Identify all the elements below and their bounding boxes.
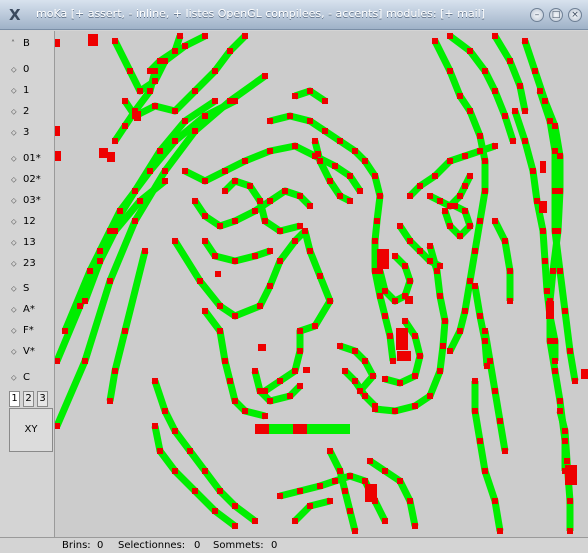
sidebar-item-01[interactable]: ⬦ 01* <box>11 151 41 167</box>
arrow-icon: ⬦ <box>11 175 17 184</box>
status-bar: Brins: 0 Selectionnes: 0 Sommets: 0 <box>0 537 588 553</box>
sidebar-item-1[interactable]: ⬦ 1 <box>11 83 29 99</box>
sidebar-item-label: B <box>23 38 30 49</box>
tab-3[interactable]: 3 <box>37 391 48 407</box>
arrow-icon: ⬦ <box>11 86 17 95</box>
drawing-canvas[interactable] <box>54 31 588 537</box>
sidebar-item-label: 03* <box>23 195 41 206</box>
sidebar-item-label: 2 <box>23 106 30 117</box>
sidebar-item-label: A* <box>23 304 35 315</box>
selection-label: Selectionnes: <box>118 540 186 551</box>
mesh-drawing <box>55 32 588 534</box>
sidebar-item-12[interactable]: ⬦ 12 <box>11 214 36 230</box>
brins-value: 0 <box>97 540 104 551</box>
sidebar: ˄ B ⬦ 0 ⬦ 1 ⬦ 2 ⬦ 3 ⬦ 01* ⬦ 02* ⬦ 03* ⬦ 12 ⬦ 13 ⬦ 2… <box>0 31 53 537</box>
sidebar-item-2[interactable]: ⬦ 2 <box>11 104 29 120</box>
arrow-icon: ⬦ <box>11 284 17 293</box>
title-bar[interactable]: X moKa [+ assert, - inline, + listes Ope… <box>0 0 588 30</box>
sommets-label: Sommets: <box>213 540 264 551</box>
sidebar-item-f[interactable]: ⬦ F* <box>11 323 34 339</box>
sidebar-item-label: 0 <box>23 64 30 75</box>
selection-value: 0 <box>194 540 201 551</box>
maximize-button[interactable]: □ <box>549 8 563 22</box>
tab-1[interactable]: 1 <box>9 391 20 407</box>
arrow-icon: ⬦ <box>11 217 17 226</box>
sidebar-item-03[interactable]: ⬦ 03* <box>11 193 41 209</box>
arrow-icon: ⬦ <box>11 238 17 247</box>
sidebar-item-b[interactable]: ˄ B <box>11 36 30 52</box>
sidebar-item-label: F* <box>23 325 34 336</box>
arrow-icon: ⬦ <box>11 259 17 268</box>
sidebar-item-s[interactable]: ⬦ S <box>11 281 29 297</box>
arrow-icon: ⬦ <box>11 196 17 205</box>
close-button[interactable]: × <box>568 8 582 22</box>
window-title: moKa [+ assert, - inline, + listes OpenG… <box>36 7 485 20</box>
sidebar-item-v[interactable]: ⬦ V* <box>11 344 35 360</box>
sidebar-item-label: 23 <box>23 258 36 269</box>
sidebar-item-a[interactable]: ⬦ A* <box>11 302 35 318</box>
sidebar-item-label: 01* <box>23 153 41 164</box>
sidebar-item-label: C <box>23 372 30 383</box>
minimize-button[interactable]: – <box>530 8 544 22</box>
arrow-icon: ⬦ <box>11 373 17 382</box>
arrow-icon: ˄ <box>11 39 15 48</box>
arrow-icon: ⬦ <box>11 305 17 314</box>
sidebar-item-label: V* <box>23 346 35 357</box>
x-icon: X <box>9 6 21 24</box>
arrow-icon: ⬦ <box>11 65 17 74</box>
sommets-value: 0 <box>271 540 278 551</box>
sidebar-item-0[interactable]: ⬦ 0 <box>11 62 29 78</box>
sidebar-item-label: 13 <box>23 237 36 248</box>
arrow-icon: ⬦ <box>11 326 17 335</box>
sidebar-item-label: S <box>23 283 30 294</box>
sidebar-item-13[interactable]: ⬦ 13 <box>11 235 36 251</box>
view-xy-button[interactable]: XY <box>9 408 53 452</box>
sidebar-item-3[interactable]: ⬦ 3 <box>11 125 29 141</box>
sidebar-item-c[interactable]: ⬦ C <box>11 370 30 386</box>
view-tabs: 1 2 3 <box>9 391 53 407</box>
sidebar-item-label: 1 <box>23 85 30 96</box>
sidebar-item-02[interactable]: ⬦ 02* <box>11 172 41 188</box>
arrow-icon: ⬦ <box>11 347 17 356</box>
tab-2[interactable]: 2 <box>23 391 34 407</box>
sidebar-item-label: 02* <box>23 174 41 185</box>
arrow-icon: ⬦ <box>11 128 17 137</box>
sidebar-item-label: 3 <box>23 127 30 138</box>
arrow-icon: ⬦ <box>11 107 17 116</box>
brins-label: Brins: <box>62 540 91 551</box>
arrow-icon: ⬦ <box>11 154 17 163</box>
sidebar-item-23[interactable]: ⬦ 23 <box>11 256 36 272</box>
sidebar-item-label: 12 <box>23 216 36 227</box>
